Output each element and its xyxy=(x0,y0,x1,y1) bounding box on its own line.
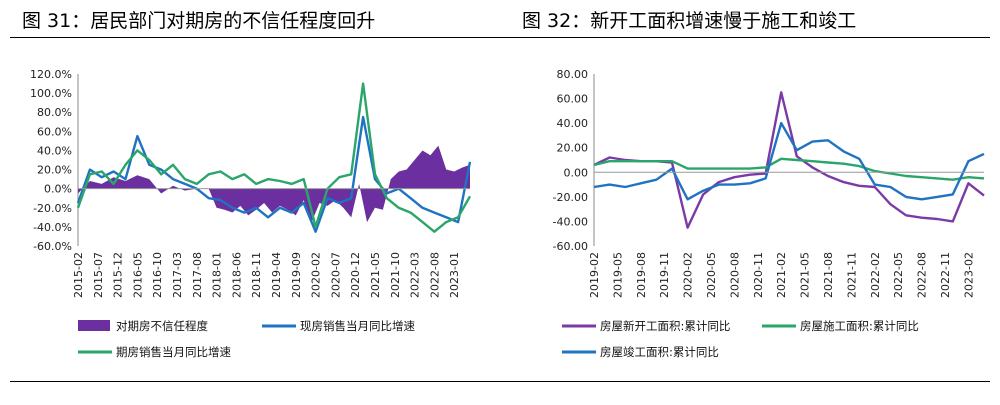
left-legend-1-label: 现房销售当月同比增速 xyxy=(300,319,415,333)
right-x-tick-label: 2020-11 xyxy=(752,252,765,298)
right-x-tick-label: 2022-05 xyxy=(892,252,905,298)
right-x-tick-label: 2021-05 xyxy=(799,252,812,298)
left-y-tick-label: 80.0% xyxy=(37,106,72,119)
right-x-tick-label: 2019-11 xyxy=(658,252,671,298)
right-x-tick-label: 2022-08 xyxy=(916,252,929,298)
right-x-tick-label: 2020-05 xyxy=(705,252,718,298)
right-legend-2-label: 房屋竣工面积:累计同比 xyxy=(600,345,719,359)
right-y-tick-label: 20.00 xyxy=(557,142,589,155)
left-x-tick-label: 2015-12 xyxy=(112,252,125,298)
right-chart-svg: 80.00 60.00 40.00 20.00 0.00 -20.00 -40.00 -60.… xyxy=(553,68,985,359)
right-chart-panel: 图 32：新开工面积增速慢于施工和竣工 80.00 60.00 40.00 20.00… xyxy=(500,0,990,405)
left-series-area-0 xyxy=(78,145,470,223)
left-y-tick-label: 60.0% xyxy=(37,125,72,138)
right-y-tick-label: -20.00 xyxy=(553,191,588,204)
right-x-tick-label: 2019-02 xyxy=(588,252,601,298)
left-x-tick-label: 2015-07 xyxy=(92,252,105,298)
left-chart-panel: 图 31：居民部门对期房的不信任程度回升 120.0% 100.0% 80.0% 60… xyxy=(0,0,490,405)
left-y-tick-label: -20.0% xyxy=(33,202,72,215)
left-x-tick-label: 2018-11 xyxy=(250,252,263,298)
left-chart-title: 图 31：居民部门对期房的不信任程度回升 xyxy=(22,10,376,32)
right-chart-title: 图 32：新开工面积增速慢于施工和竣工 xyxy=(522,10,857,32)
right-y-tick-label: 60.00 xyxy=(557,93,589,106)
left-y-tick-label: 100.0% xyxy=(30,87,72,100)
left-x-tick-label: 2020-02 xyxy=(310,252,323,298)
left-y-tick-label: 0.0% xyxy=(44,183,72,196)
left-y-tick-label: -40.0% xyxy=(33,221,72,234)
left-series-line-2 xyxy=(76,82,472,233)
right-y-tick-label: -60.00 xyxy=(553,240,588,253)
right-y-tick-label: -40.00 xyxy=(553,215,588,228)
right-x-tick-label: 2019-05 xyxy=(611,252,624,298)
left-x-tick-label: 2019-04 xyxy=(270,252,283,298)
right-x-tick-label: 2022-11 xyxy=(939,252,952,298)
right-x-tick-label: 2020-02 xyxy=(682,252,695,298)
right-y-tick-label: 80.00 xyxy=(557,68,589,81)
left-x-tick-label: 2015-02 xyxy=(72,252,85,298)
right-x-tick-label: 2022-02 xyxy=(869,252,882,298)
left-x-tick-label: 2018-01 xyxy=(211,252,224,298)
left-x-tick-label: 2018-06 xyxy=(230,252,243,298)
left-legend-0-label: 对期房不信任程度 xyxy=(116,319,208,333)
left-x-tick-label: 2021-05 xyxy=(369,252,382,298)
right-series-line-2 xyxy=(593,121,985,201)
left-x-tick-label: 2020-07 xyxy=(329,252,342,298)
bottom-rule xyxy=(10,381,990,382)
top-rule xyxy=(10,37,990,38)
left-chart-svg: 120.0% 100.0% 80.0% 60.0% 40.0% 20.0% 0.0% -20.… xyxy=(30,68,472,359)
right-x-tick-label: 2021-02 xyxy=(775,252,788,298)
left-y-tick-label: -60.0% xyxy=(33,240,72,253)
left-y-tick-label: 40.0% xyxy=(37,144,72,157)
left-series-line-1 xyxy=(76,115,472,233)
left-x-tick-label: 2017-08 xyxy=(191,252,204,298)
left-legend-0-swatch xyxy=(78,320,110,331)
right-legend-1-label: 房屋施工面积:累计同比 xyxy=(800,319,919,333)
left-x-tick-label: 2016-05 xyxy=(131,252,144,298)
left-x-tick-label: 2023-01 xyxy=(448,252,461,298)
right-x-tick-label: 2021-08 xyxy=(822,252,835,298)
right-x-tick-label: 2020-08 xyxy=(728,252,741,298)
right-legend-0-label: 房屋新开工面积:累计同比 xyxy=(600,319,730,333)
right-series-line-1 xyxy=(593,157,985,181)
left-x-tick-label: 2022-08 xyxy=(428,252,441,298)
left-x-tick-label: 2022-03 xyxy=(409,252,422,298)
left-x-tick-label: 2016-10 xyxy=(151,252,164,298)
right-x-tick-label: 2021-11 xyxy=(845,252,858,298)
left-y-tick-label: 120.0% xyxy=(30,68,72,81)
right-y-tick-label: 40.00 xyxy=(557,117,589,130)
left-y-tick-label: 20.0% xyxy=(37,164,72,177)
right-x-tick-label: 2019-08 xyxy=(635,252,648,298)
right-y-tick-label: 0.00 xyxy=(564,166,589,179)
right-x-tick-label: 2023-02 xyxy=(962,252,975,298)
left-legend-2-label: 期房销售当月同比增速 xyxy=(116,345,231,359)
left-x-tick-label: 2017-03 xyxy=(171,252,184,298)
left-x-tick-label: 2019-09 xyxy=(290,252,303,298)
left-x-tick-label: 2020-12 xyxy=(349,252,362,298)
left-x-tick-label: 2021-10 xyxy=(389,252,402,298)
